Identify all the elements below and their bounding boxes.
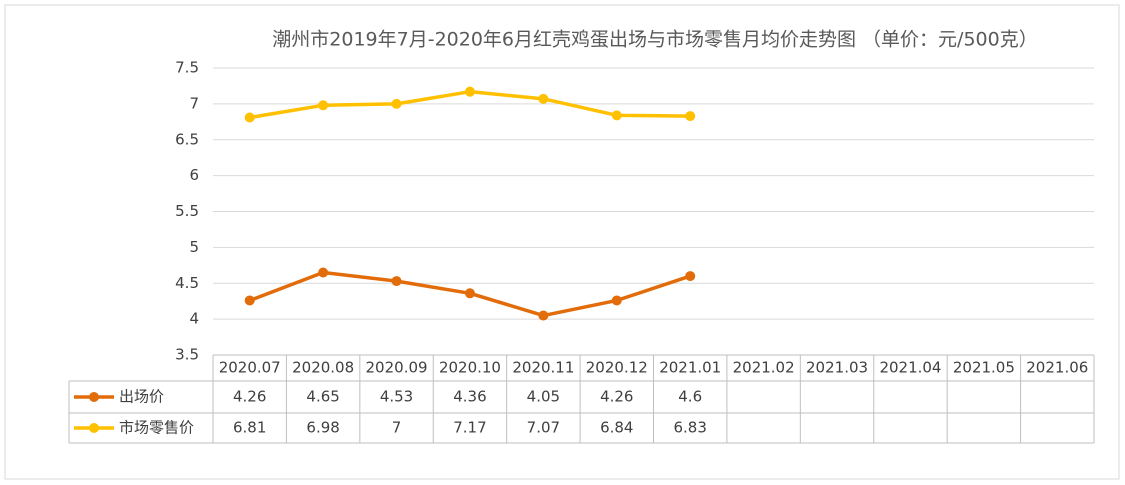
x-tick-label: 2020.10 xyxy=(439,359,501,377)
point xyxy=(611,110,622,121)
y-tick-label: 7 xyxy=(189,94,199,112)
point xyxy=(685,271,696,282)
table-value: 6.81 xyxy=(233,419,266,437)
point xyxy=(318,100,329,111)
table-value: 4.26 xyxy=(600,388,633,406)
legend-marker xyxy=(89,423,99,433)
table-value: 4.6 xyxy=(678,388,702,406)
x-tick-label: 2021.06 xyxy=(1026,359,1088,377)
x-tick-label: 2021.01 xyxy=(659,359,721,377)
y-tick-label: 5.5 xyxy=(175,202,199,220)
table-value: 6.83 xyxy=(674,419,707,437)
point xyxy=(611,295,622,306)
legend-marker xyxy=(89,392,99,402)
table-value: 4.65 xyxy=(306,388,339,406)
table-value: 6.84 xyxy=(600,419,633,437)
x-tick-label: 2021.05 xyxy=(953,359,1015,377)
y-tick-label: 5 xyxy=(189,238,199,256)
point xyxy=(244,295,255,306)
point xyxy=(244,112,255,123)
table-value: 6.98 xyxy=(306,419,339,437)
x-tick-label: 2020.08 xyxy=(292,359,354,377)
y-tick-label: 6.5 xyxy=(175,130,199,148)
table-value: 4.26 xyxy=(233,388,266,406)
chart-border xyxy=(4,4,1120,480)
point xyxy=(464,86,475,97)
x-tick-label: 2020.09 xyxy=(366,359,428,377)
y-tick-label: 6 xyxy=(189,166,199,184)
y-tick-label: 4.5 xyxy=(175,274,199,292)
point xyxy=(538,310,549,321)
x-tick-label: 2020.12 xyxy=(586,359,648,377)
table-value: 7.07 xyxy=(527,419,560,437)
table-value: 4.05 xyxy=(527,388,560,406)
x-tick-label: 2021.04 xyxy=(879,359,941,377)
y-tick-label: 3.5 xyxy=(175,346,199,364)
y-tick-label: 4 xyxy=(189,310,199,328)
x-tick-label: 2020.11 xyxy=(512,359,574,377)
point xyxy=(391,98,402,109)
point xyxy=(538,93,549,104)
point xyxy=(318,267,329,278)
point xyxy=(464,288,475,299)
table-value: 4.36 xyxy=(453,388,486,406)
table-value: 7 xyxy=(392,419,402,437)
chart-title: 潮州市2019年7月-2020年6月红壳鸡蛋出场与市场零售月均价走势图 （单价：… xyxy=(272,29,1037,51)
x-tick-label: 2021.02 xyxy=(733,359,795,377)
point xyxy=(391,276,402,287)
table-value: 7.17 xyxy=(453,419,486,437)
y-tick-label: 7.5 xyxy=(175,59,199,77)
x-tick-label: 2020.07 xyxy=(219,359,281,377)
legend-label: 市场零售价 xyxy=(119,419,194,437)
table-value: 4.53 xyxy=(380,388,413,406)
legend-label: 出场价 xyxy=(119,388,164,406)
x-tick-label: 2021.03 xyxy=(806,359,868,377)
point xyxy=(685,111,696,122)
